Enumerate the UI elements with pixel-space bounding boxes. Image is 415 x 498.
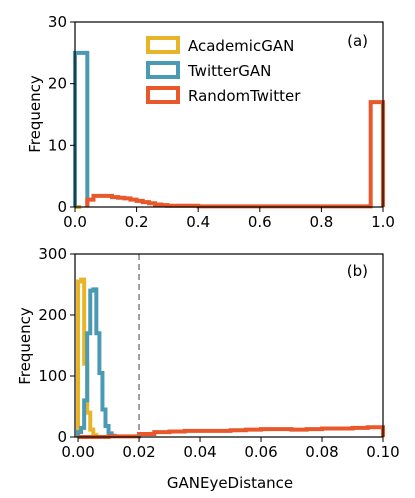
series-twittergan-outline (73, 50, 90, 207)
panel-a-tag: (a) (347, 32, 368, 50)
x-tick-label: 0.6 (248, 213, 272, 231)
y-tick-label: 0 (57, 428, 67, 446)
legend-label-randomtwitter: RandomTwitter (188, 87, 301, 105)
y-tick-label: 300 (38, 245, 67, 263)
series-randomtwitter-outline (78, 425, 385, 439)
x-tick-label: 0.04 (183, 443, 216, 461)
legend-label-academicgan: AcademicGAN (188, 37, 294, 55)
legend-swatch-randomtwitter (146, 86, 180, 104)
panel-b-frame (74, 253, 384, 438)
legend-swatch-twittergan (146, 61, 180, 79)
panel-a-frame (74, 21, 384, 208)
x-tick-label: 0.06 (244, 443, 277, 461)
x-tick-label: 0.02 (122, 443, 155, 461)
series-randomtwitter-outline (85, 100, 385, 209)
panel-b-series (76, 277, 385, 439)
legend: AcademicGAN TwitterGAN RandomTwitter (146, 36, 301, 105)
y-tick-label: 10 (48, 136, 67, 154)
panel-a-axes: 0.0 0.2 0.4 0.6 0.8 1.0 0 10 20 30 (48, 13, 395, 231)
x-tick-label: 0.4 (186, 213, 210, 231)
x-tick-label: 0.2 (125, 213, 149, 231)
y-tick-label: 20 (48, 75, 67, 93)
panel-a-ylabel: Frequency (26, 75, 44, 153)
legend-label-twittergan: TwitterGAN (187, 62, 271, 80)
panel-b-ylabel: Frequency (16, 307, 34, 385)
y-tick-label: 200 (38, 306, 67, 324)
y-tick-label: 30 (48, 13, 67, 31)
x-tick-label: 1.0 (371, 213, 395, 231)
x-tick-label: 0.10 (366, 443, 399, 461)
x-tick-label: 0.00 (61, 443, 94, 461)
legend-swatch-academicgan (146, 36, 180, 54)
panel-b-axes: 0.00 0.02 0.04 0.06 0.08 0.10 0 100 200 300 (38, 245, 399, 461)
panel-b-xlabel: GANEyeDistance (167, 474, 293, 492)
x-tick-label: 0.8 (309, 213, 333, 231)
panel-b-histogram: 0.00 0.02 0.04 0.06 0.08 0.10 0 100 200 300 Frequ… (16, 245, 400, 492)
series-twittergan-outline (76, 287, 117, 438)
x-tick-label: 0.08 (305, 443, 338, 461)
y-tick-label: 0 (57, 198, 67, 216)
panel-b-tag: (b) (347, 262, 368, 280)
y-tick-label: 100 (38, 367, 67, 385)
x-tick-label: 0.0 (63, 213, 87, 231)
